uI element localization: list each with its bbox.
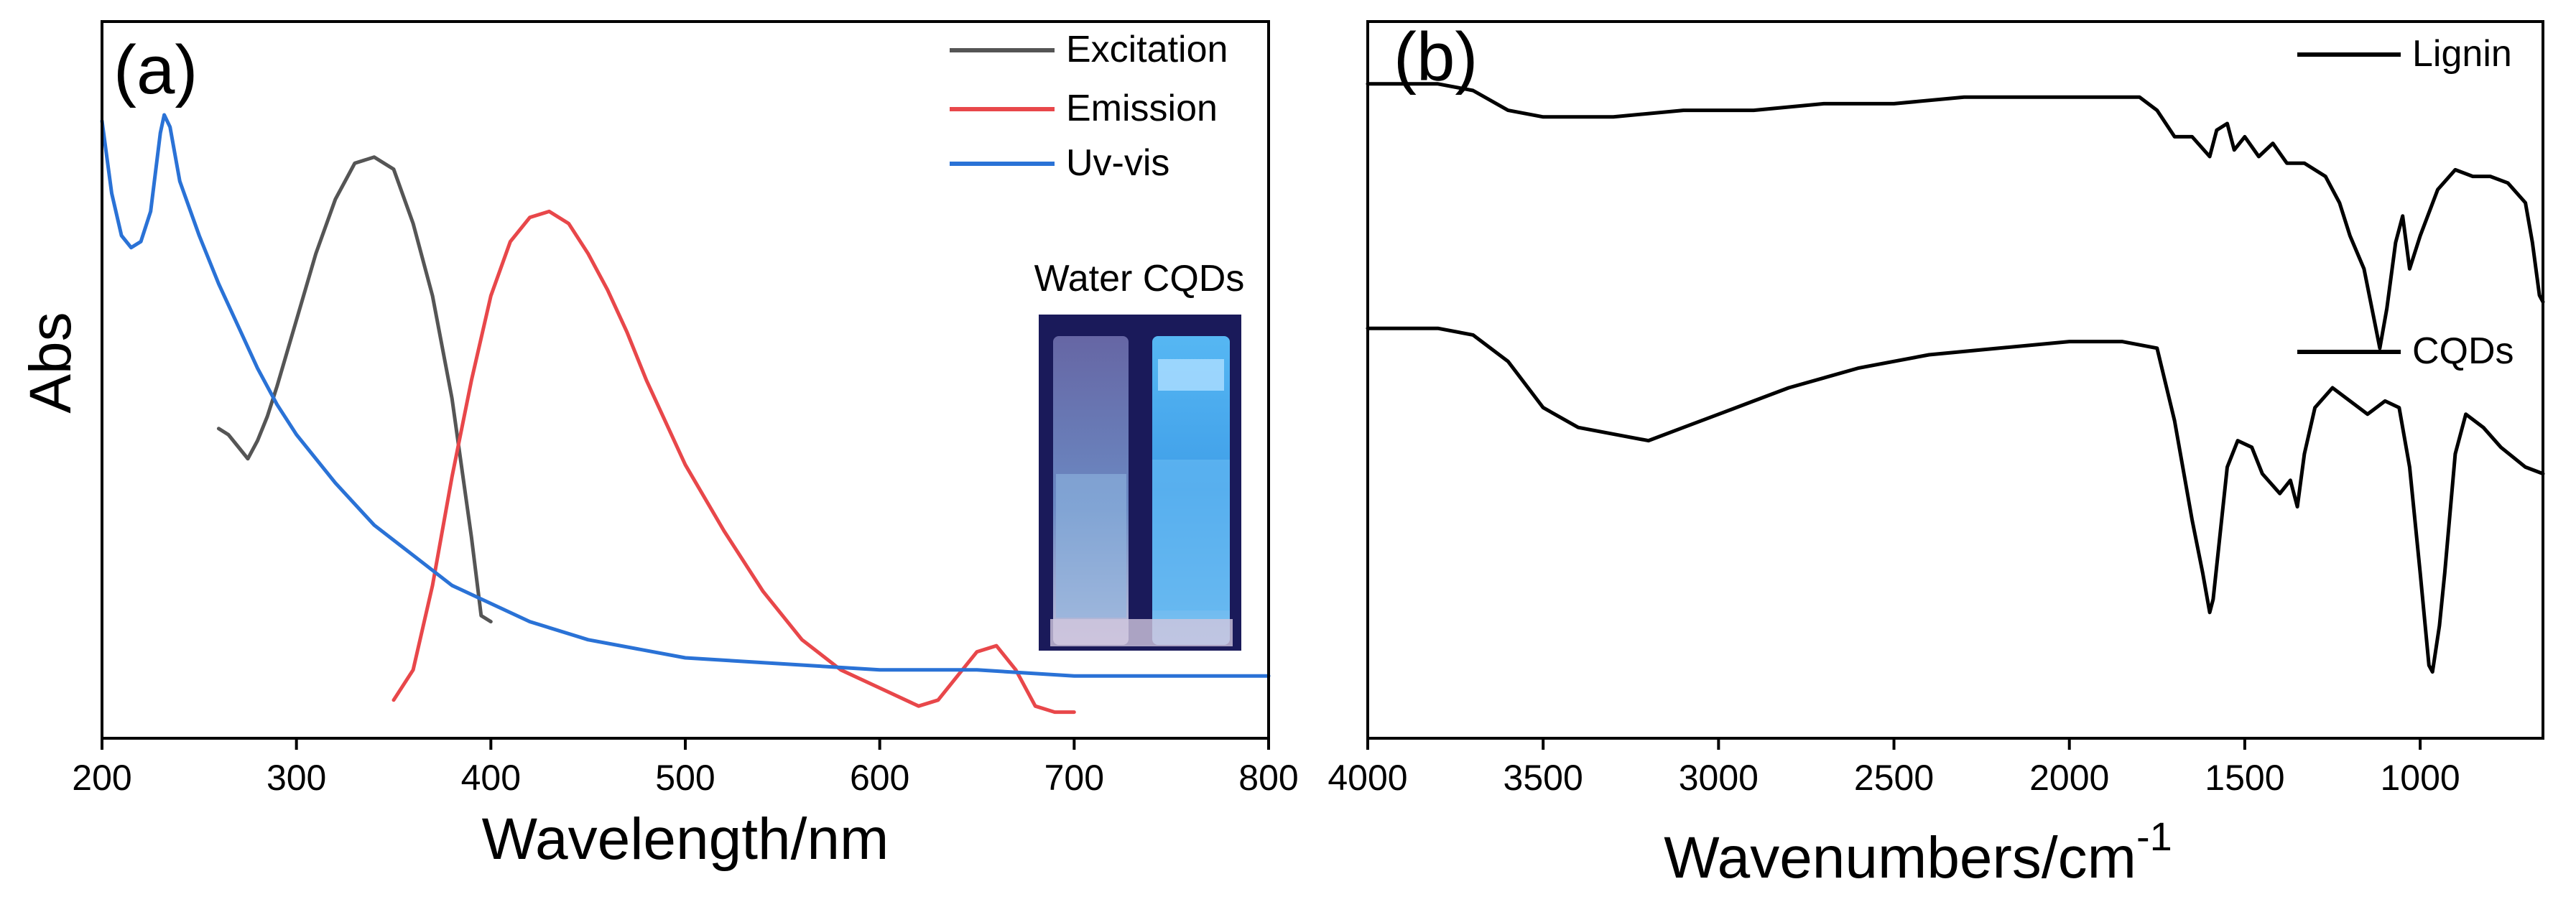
- panel-a-label: (a): [113, 32, 198, 108]
- panel-a-x-tick-label-700: 700: [1044, 758, 1104, 798]
- panel-b-legend-lignin: Lignin: [2297, 33, 2512, 75]
- panel-a-x-axis-label: Wavelength/nm: [482, 806, 889, 872]
- panel-a-x-tick-label-600: 600: [850, 758, 909, 798]
- panel-b-x-tick-label-2000: 2000: [2029, 758, 2109, 798]
- inset-label: Water CQDs: [1034, 258, 1245, 299]
- panel-a-series-uv-vis: [100, 113, 1271, 678]
- panel-a-x-axis: 200 300 400 500 600 700 800: [72, 738, 1299, 798]
- panel-a-frame: [101, 20, 1270, 740]
- panel-b-x-axis-label: Wavenumbers/cm-1: [1664, 814, 2172, 891]
- inset-cuvette-photo: [1039, 315, 1241, 651]
- panel-a-series-emission: [392, 209, 1076, 715]
- legend-label-uvvis: Uv-vis: [1066, 142, 1169, 184]
- panel-b-frame: [1366, 20, 2544, 740]
- legend-label-cqds: CQDs: [2412, 330, 2514, 372]
- panel-b-x-tick-label-3000: 3000: [1679, 758, 1759, 798]
- panel-a-plot-area: [100, 113, 1271, 715]
- legend-label-excitation: Excitation: [1066, 29, 1228, 70]
- legend-label-lignin: Lignin: [2412, 33, 2512, 75]
- panel-a-y-axis-label: Abs: [18, 312, 83, 413]
- panel-b-x-tick-label-3500: 3500: [1504, 758, 1583, 798]
- panel-b-label: (b): [1394, 19, 1478, 96]
- panel-a: 200 300 400 500 600 700 800 Water CQDs Excitat…: [18, 20, 1299, 872]
- panel-a-x-tick-label-400: 400: [461, 758, 521, 798]
- panel-a-x-tick-label-300: 300: [267, 758, 326, 798]
- panel-a-legend: Excitation Emission Uv-vis: [950, 29, 1228, 184]
- panel-b-series-cqds: [1366, 326, 2545, 674]
- panel-b-x-tick-label-4000: 4000: [1328, 758, 1407, 798]
- panel-b-x-tick-label-1500: 1500: [2205, 758, 2284, 798]
- panel-b: 4000 3500 3000 2500 2000 1500 1000 Lignin CQDs…: [1328, 19, 2545, 891]
- panel-a-x-tick-label-500: 500: [655, 758, 715, 798]
- panel-b-x-tick-label-2500: 2500: [1854, 758, 1934, 798]
- panel-b-x-axis: 4000 3500 3000 2500 2000 1500 1000: [1328, 738, 2460, 798]
- panel-b-series-lignin: [1366, 82, 2545, 350]
- legend-label-emission: Emission: [1066, 88, 1218, 129]
- panel-b-x-axis-label-main: Wavenumbers/cm: [1664, 825, 2136, 891]
- panel-a-series-excitation: [216, 155, 493, 624]
- panel-b-x-tick-label-1000: 1000: [2380, 758, 2460, 798]
- panel-b-x-axis-label-superscript: -1: [2136, 814, 2172, 859]
- panel-b-legend-cqds: CQDs: [2297, 330, 2514, 372]
- panel-b-plot-area: [1366, 82, 2545, 674]
- panel-a-x-tick-label-200: 200: [72, 758, 131, 798]
- panel-a-x-tick-label-800: 800: [1238, 758, 1298, 798]
